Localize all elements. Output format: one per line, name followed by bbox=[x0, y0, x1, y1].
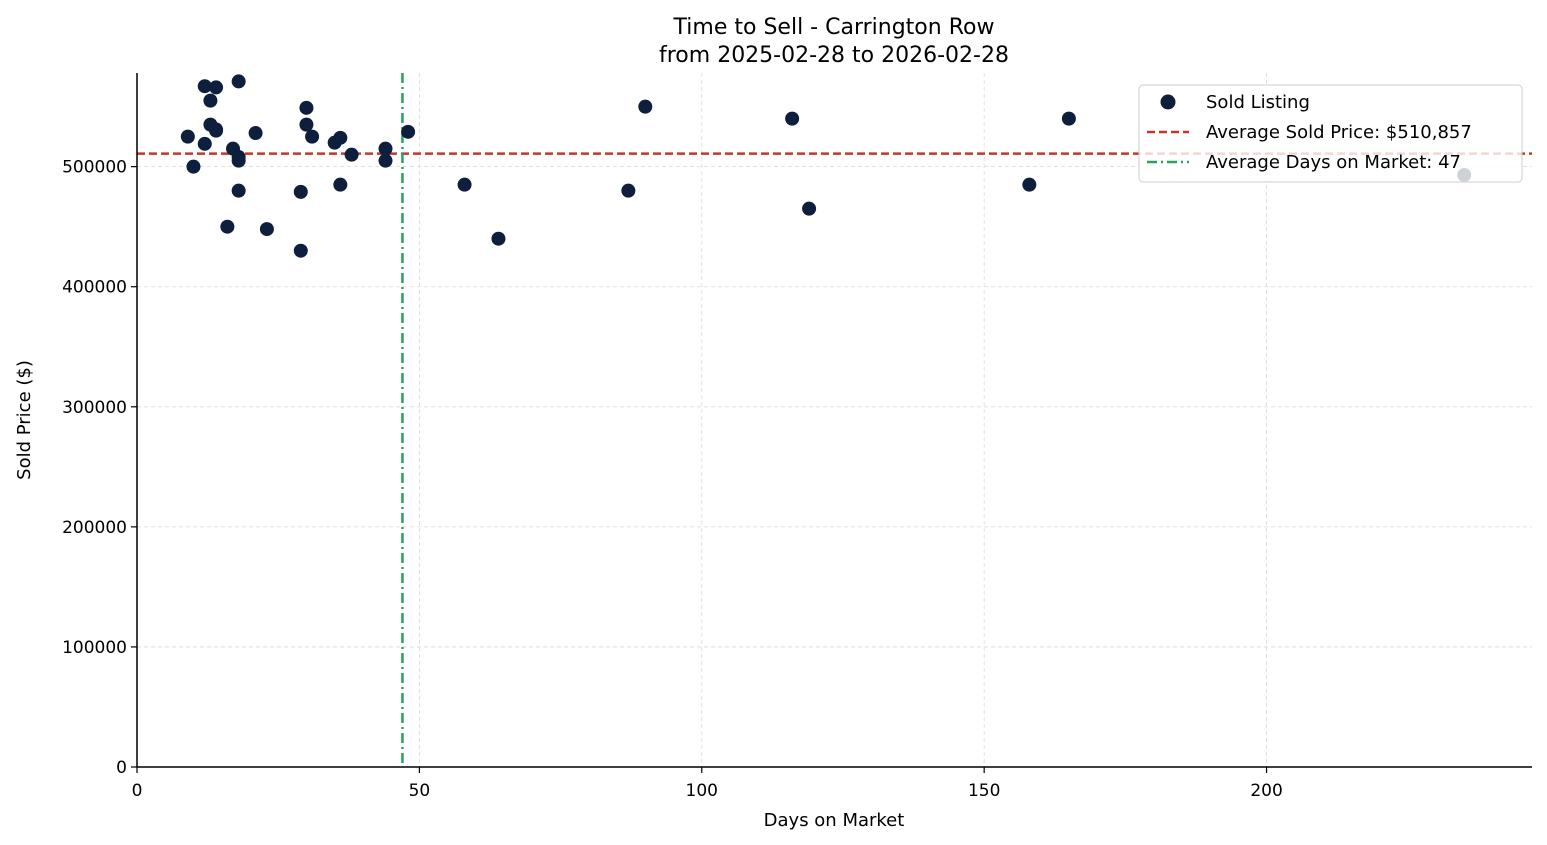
y-tick-label: 200000 bbox=[62, 518, 127, 538]
legend-label-avg-price: Average Sold Price: $510,857 bbox=[1206, 122, 1472, 143]
data-point bbox=[186, 159, 201, 174]
data-point bbox=[197, 136, 212, 151]
y-tick-label: 0 bbox=[116, 758, 127, 778]
reference-lines bbox=[137, 73, 1532, 767]
data-point bbox=[231, 153, 246, 168]
y-tick-label: 300000 bbox=[62, 398, 127, 418]
data-point bbox=[248, 126, 263, 141]
y-axis-label: Sold Price ($) bbox=[14, 360, 35, 480]
data-point bbox=[333, 130, 348, 145]
y-tick-label: 100000 bbox=[62, 638, 127, 658]
data-point bbox=[305, 129, 320, 144]
data-point bbox=[1061, 111, 1076, 126]
data-point bbox=[220, 219, 235, 234]
data-point bbox=[293, 243, 308, 258]
data-point bbox=[180, 129, 195, 144]
x-tick-label: 200 bbox=[1250, 781, 1282, 801]
legend-marker-sold-listing bbox=[1160, 94, 1176, 110]
x-tick-label: 50 bbox=[409, 781, 431, 801]
data-point bbox=[231, 74, 246, 89]
data-point bbox=[802, 201, 817, 216]
data-point bbox=[785, 111, 800, 126]
y-tick-label: 400000 bbox=[62, 278, 127, 298]
data-point bbox=[378, 153, 393, 168]
y-axis-ticks: 0 100000 200000 300000 400000 500000 bbox=[62, 158, 137, 778]
data-point bbox=[457, 177, 472, 192]
legend-label-sold-listing: Sold Listing bbox=[1206, 92, 1310, 113]
legend-box bbox=[1138, 84, 1523, 183]
x-axis-label: Days on Market bbox=[764, 810, 905, 831]
data-point bbox=[638, 99, 653, 114]
data-point bbox=[491, 231, 506, 246]
data-point bbox=[401, 124, 416, 139]
data-point bbox=[1022, 177, 1037, 192]
data-point bbox=[197, 79, 212, 94]
data-point bbox=[231, 183, 246, 198]
data-point bbox=[259, 222, 274, 237]
data-point bbox=[621, 183, 636, 198]
data-point bbox=[344, 147, 359, 162]
y-tick-label: 500000 bbox=[62, 158, 127, 178]
legend: Sold Listing Average Sold Price: $510,85… bbox=[1138, 84, 1523, 183]
x-tick-label: 150 bbox=[968, 781, 1000, 801]
data-point bbox=[333, 177, 348, 192]
data-point bbox=[209, 80, 224, 95]
data-point bbox=[378, 141, 393, 156]
data-point bbox=[299, 100, 314, 115]
data-point bbox=[209, 122, 224, 137]
data-point bbox=[293, 184, 308, 199]
x-tick-label: 0 bbox=[132, 781, 143, 801]
x-axis-ticks: 0 50 100 150 200 bbox=[132, 767, 1283, 801]
chart-title-line1: Time to Sell - Carrington Row bbox=[673, 15, 995, 40]
data-point bbox=[203, 93, 218, 108]
chart-title-line2: from 2025-02-28 to 2026-02-28 bbox=[659, 43, 1009, 68]
legend-label-avg-days: Average Days on Market: 47 bbox=[1206, 152, 1461, 173]
x-tick-label: 100 bbox=[686, 781, 718, 801]
data-points bbox=[180, 74, 1472, 258]
data-point bbox=[299, 117, 314, 132]
